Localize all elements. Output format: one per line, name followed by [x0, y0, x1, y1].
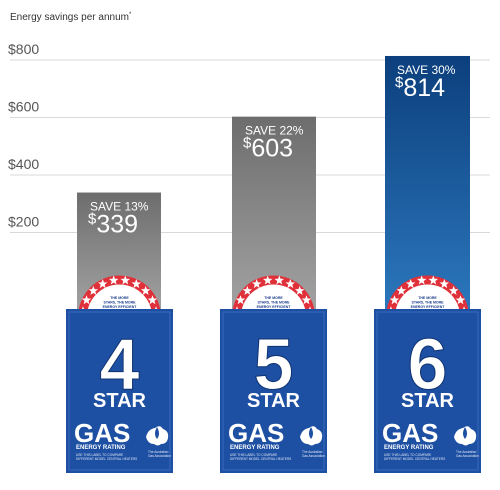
rating-star-icon [88, 285, 99, 295]
amount-value: 603 [251, 135, 293, 163]
rating-star-icon [389, 295, 400, 305]
association-text: The Australian [302, 450, 323, 454]
fine-print: DIFFERENT MODEL CENTRAL HEATERS [384, 457, 445, 461]
star-number: 5 [253, 325, 293, 405]
association-text: Gas Association [302, 454, 325, 458]
rating-star-icon [274, 275, 285, 285]
energy-rating-text: ENERGY RATING [230, 445, 280, 451]
gas-logo-text: GAS [74, 418, 130, 448]
rating-star-icon [455, 295, 466, 305]
rating-star-icon [242, 285, 253, 295]
dial-caption: THE MORE [264, 296, 283, 300]
rating-star-icon [120, 275, 131, 285]
star-word: STAR [93, 390, 147, 412]
dial-caption: THE MORE [418, 296, 437, 300]
dial-caption: STARS, THE MORE [257, 301, 290, 305]
flame-icon [463, 427, 467, 439]
fine-print: USE THIS LABEL TO COMPARE [76, 453, 123, 457]
y-axis-label: Energy savings per annum* [10, 12, 132, 23]
rating-star-icon [97, 279, 108, 289]
association-text: Gas Association [456, 454, 479, 458]
rating-star-icon [294, 285, 305, 295]
currency-symbol: $ [395, 74, 404, 91]
label-card [66, 309, 173, 473]
energy-rating-text: ENERGY RATING [384, 445, 434, 451]
star-number: 4 [99, 325, 139, 405]
label-card [374, 309, 481, 473]
association-text: Gas Association [148, 454, 171, 458]
dial-caption: ENERGY EFFICIENT [103, 305, 138, 309]
dial-caption: ENERGY EFFICIENT [411, 305, 446, 309]
fine-print: USE THIS LABEL TO COMPARE [230, 453, 277, 457]
rating-star-icon [448, 285, 459, 295]
y-tick-label: $600 [8, 99, 39, 115]
star-word: STAR [401, 390, 455, 412]
currency-symbol: $ [243, 135, 252, 152]
rating-star-icon [131, 279, 142, 289]
savings-amount-label: $603 [243, 135, 293, 163]
currency-symbol: $ [88, 211, 97, 228]
gas-logo-text: GAS [382, 418, 438, 448]
dial-caption: ENERGY EFFICIENT [257, 305, 292, 309]
flame-icon [309, 427, 313, 439]
dial-caption: STARS, THE MORE [411, 301, 444, 305]
amount-value: 814 [403, 74, 445, 102]
rating-star-icon [108, 275, 119, 285]
y-tick-label: $400 [8, 156, 39, 172]
gas-logo-text: GAS [228, 418, 284, 448]
rating-star-icon [301, 295, 312, 305]
amount-value: 339 [96, 211, 138, 239]
y-tick-label: $200 [8, 214, 39, 230]
save-percent-label: SAVE 30% [397, 63, 456, 77]
rating-star-icon [262, 275, 273, 285]
fine-print: DIFFERENT MODEL CENTRAL HEATERS [230, 457, 291, 461]
rating-star-icon [140, 285, 151, 295]
bar-6-star [385, 55, 470, 314]
savings-amount-label: $814 [395, 74, 445, 102]
star-word: STAR [247, 390, 301, 412]
flame-icon [155, 427, 159, 439]
rating-star-icon [251, 279, 262, 289]
rating-star-icon [147, 295, 158, 305]
dial-caption: THE MORE [110, 296, 129, 300]
association-text: The Australian [456, 450, 477, 454]
save-percent-label: SAVE 13% [90, 200, 149, 214]
rating-star-icon [416, 275, 427, 285]
energy-rating-text: ENERGY RATING [76, 445, 126, 451]
association-text: The Australian [148, 450, 169, 454]
rating-star-icon [439, 279, 450, 289]
rating-star-icon [428, 275, 439, 285]
savings-amount-label: $339 [88, 211, 138, 239]
y-tick-label: $800 [8, 41, 39, 57]
star-number: 6 [407, 325, 447, 405]
rating-star-icon [405, 279, 416, 289]
rating-star-icon [285, 279, 296, 289]
rating-star-icon [235, 295, 246, 305]
rating-star-icon [81, 295, 92, 305]
y-tick-labels: $200 $400 $600 $800 [8, 41, 39, 230]
label-card [220, 309, 327, 473]
dial-caption: STARS, THE MORE [103, 301, 136, 305]
fine-print: DIFFERENT MODEL CENTRAL HEATERS [76, 457, 137, 461]
save-percent-label: SAVE 22% [245, 124, 304, 138]
fine-print: USE THIS LABEL TO COMPARE [384, 453, 431, 457]
rating-star-icon [396, 285, 407, 295]
